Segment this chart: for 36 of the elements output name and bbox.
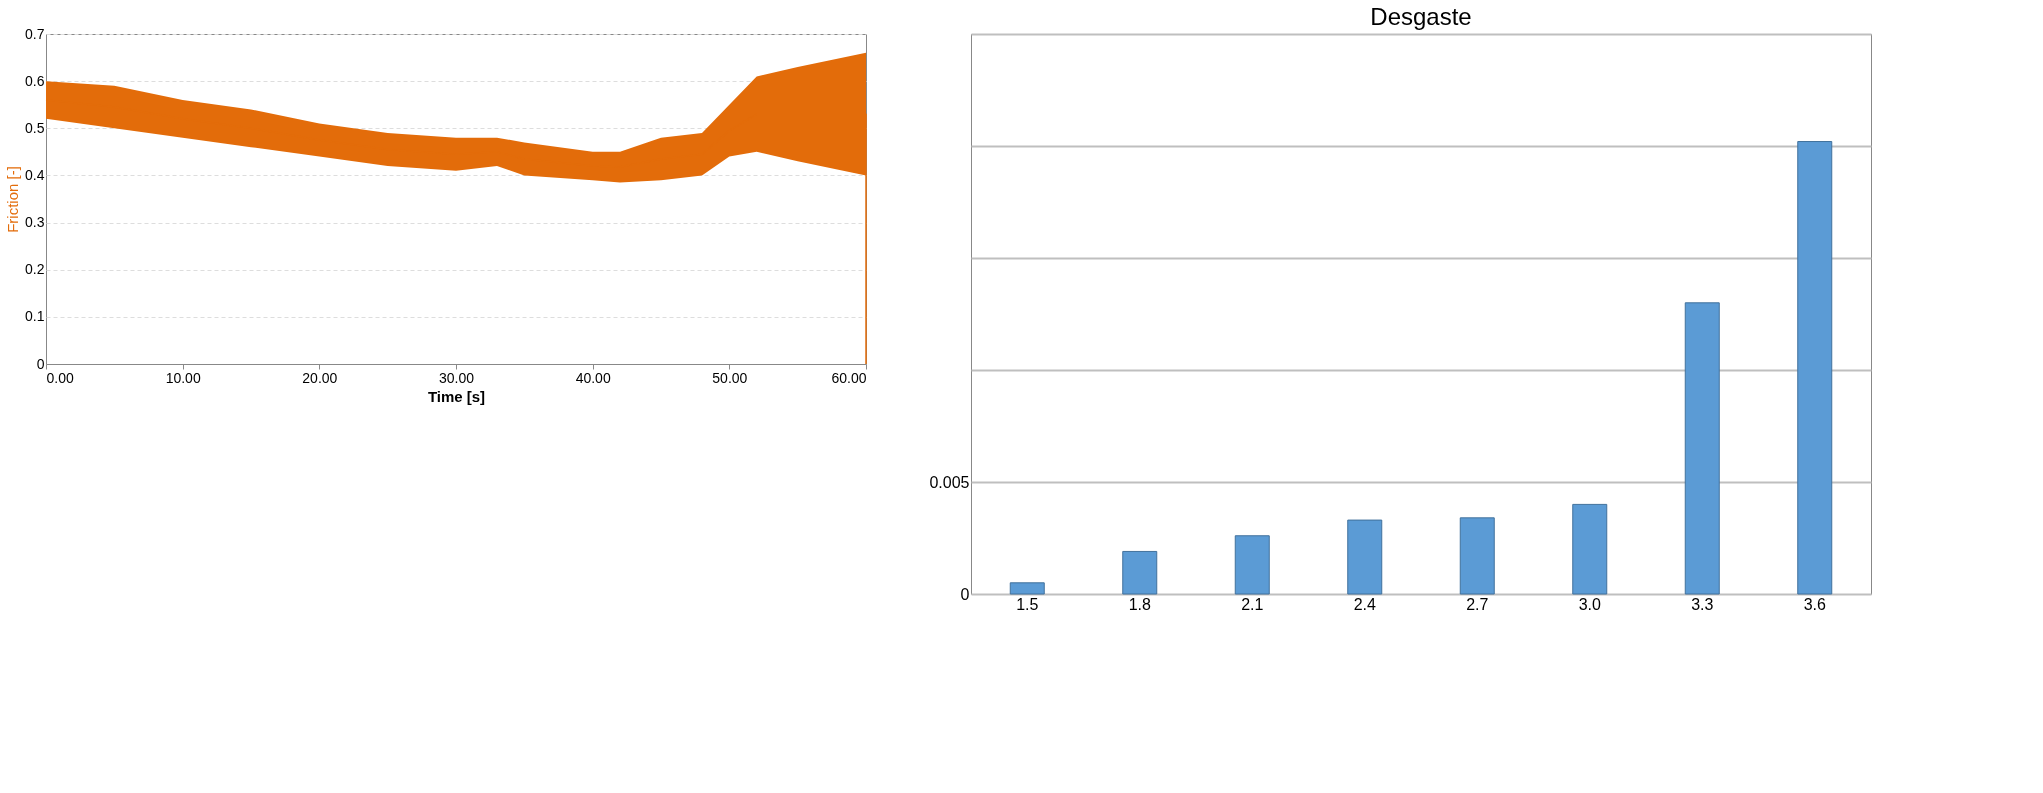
y-tick-label: 0.4	[25, 166, 45, 183]
x-tick-label: 10.00	[165, 369, 201, 386]
bar	[1122, 550, 1158, 595]
x-tick-label: 2.7	[1466, 595, 1489, 613]
y-tick-label: 0.3	[25, 214, 45, 231]
x-tick-label: 40.00	[575, 369, 611, 386]
y-tick-label: 0.2	[25, 261, 45, 278]
y-tick-label: 0.7	[25, 25, 45, 42]
x-tick-label: 50.00	[712, 369, 748, 386]
y-axis-title: Friction [-]	[4, 166, 22, 233]
y-tick-label: 0	[960, 585, 970, 603]
x-tick-label: 30.00	[438, 369, 475, 386]
x-axis-title: Time [s]	[427, 387, 486, 405]
bar	[1797, 141, 1833, 595]
bar	[1684, 302, 1720, 595]
chart-title: Desgaste	[1370, 3, 1472, 30]
x-tick-label: 1.8	[1128, 595, 1151, 613]
bar	[1459, 517, 1495, 595]
x-tick-label: 1.5	[1016, 595, 1039, 613]
bar	[1009, 582, 1045, 595]
x-tick-label: 60.00	[831, 369, 867, 386]
x-tick-label: 3.3	[1691, 595, 1714, 613]
x-tick-label: 2.4	[1353, 595, 1376, 613]
y-tick-label: 0.6	[25, 72, 45, 89]
y-tick-label: 0	[36, 355, 45, 372]
y-tick-label: 0.5	[25, 119, 45, 136]
x-tick-label: 20.00	[302, 369, 338, 386]
y-tick-label: 0.1	[25, 308, 45, 325]
bar	[1572, 503, 1608, 595]
y-tick-label: 0.005	[929, 473, 970, 491]
bar	[1234, 535, 1270, 595]
x-tick-label: 3.6	[1803, 595, 1826, 613]
x-tick-label: 3.0	[1578, 595, 1601, 613]
x-tick-label: 2.1	[1241, 595, 1264, 613]
x-tick-label: 0.00	[46, 369, 74, 386]
bar	[1347, 519, 1383, 595]
